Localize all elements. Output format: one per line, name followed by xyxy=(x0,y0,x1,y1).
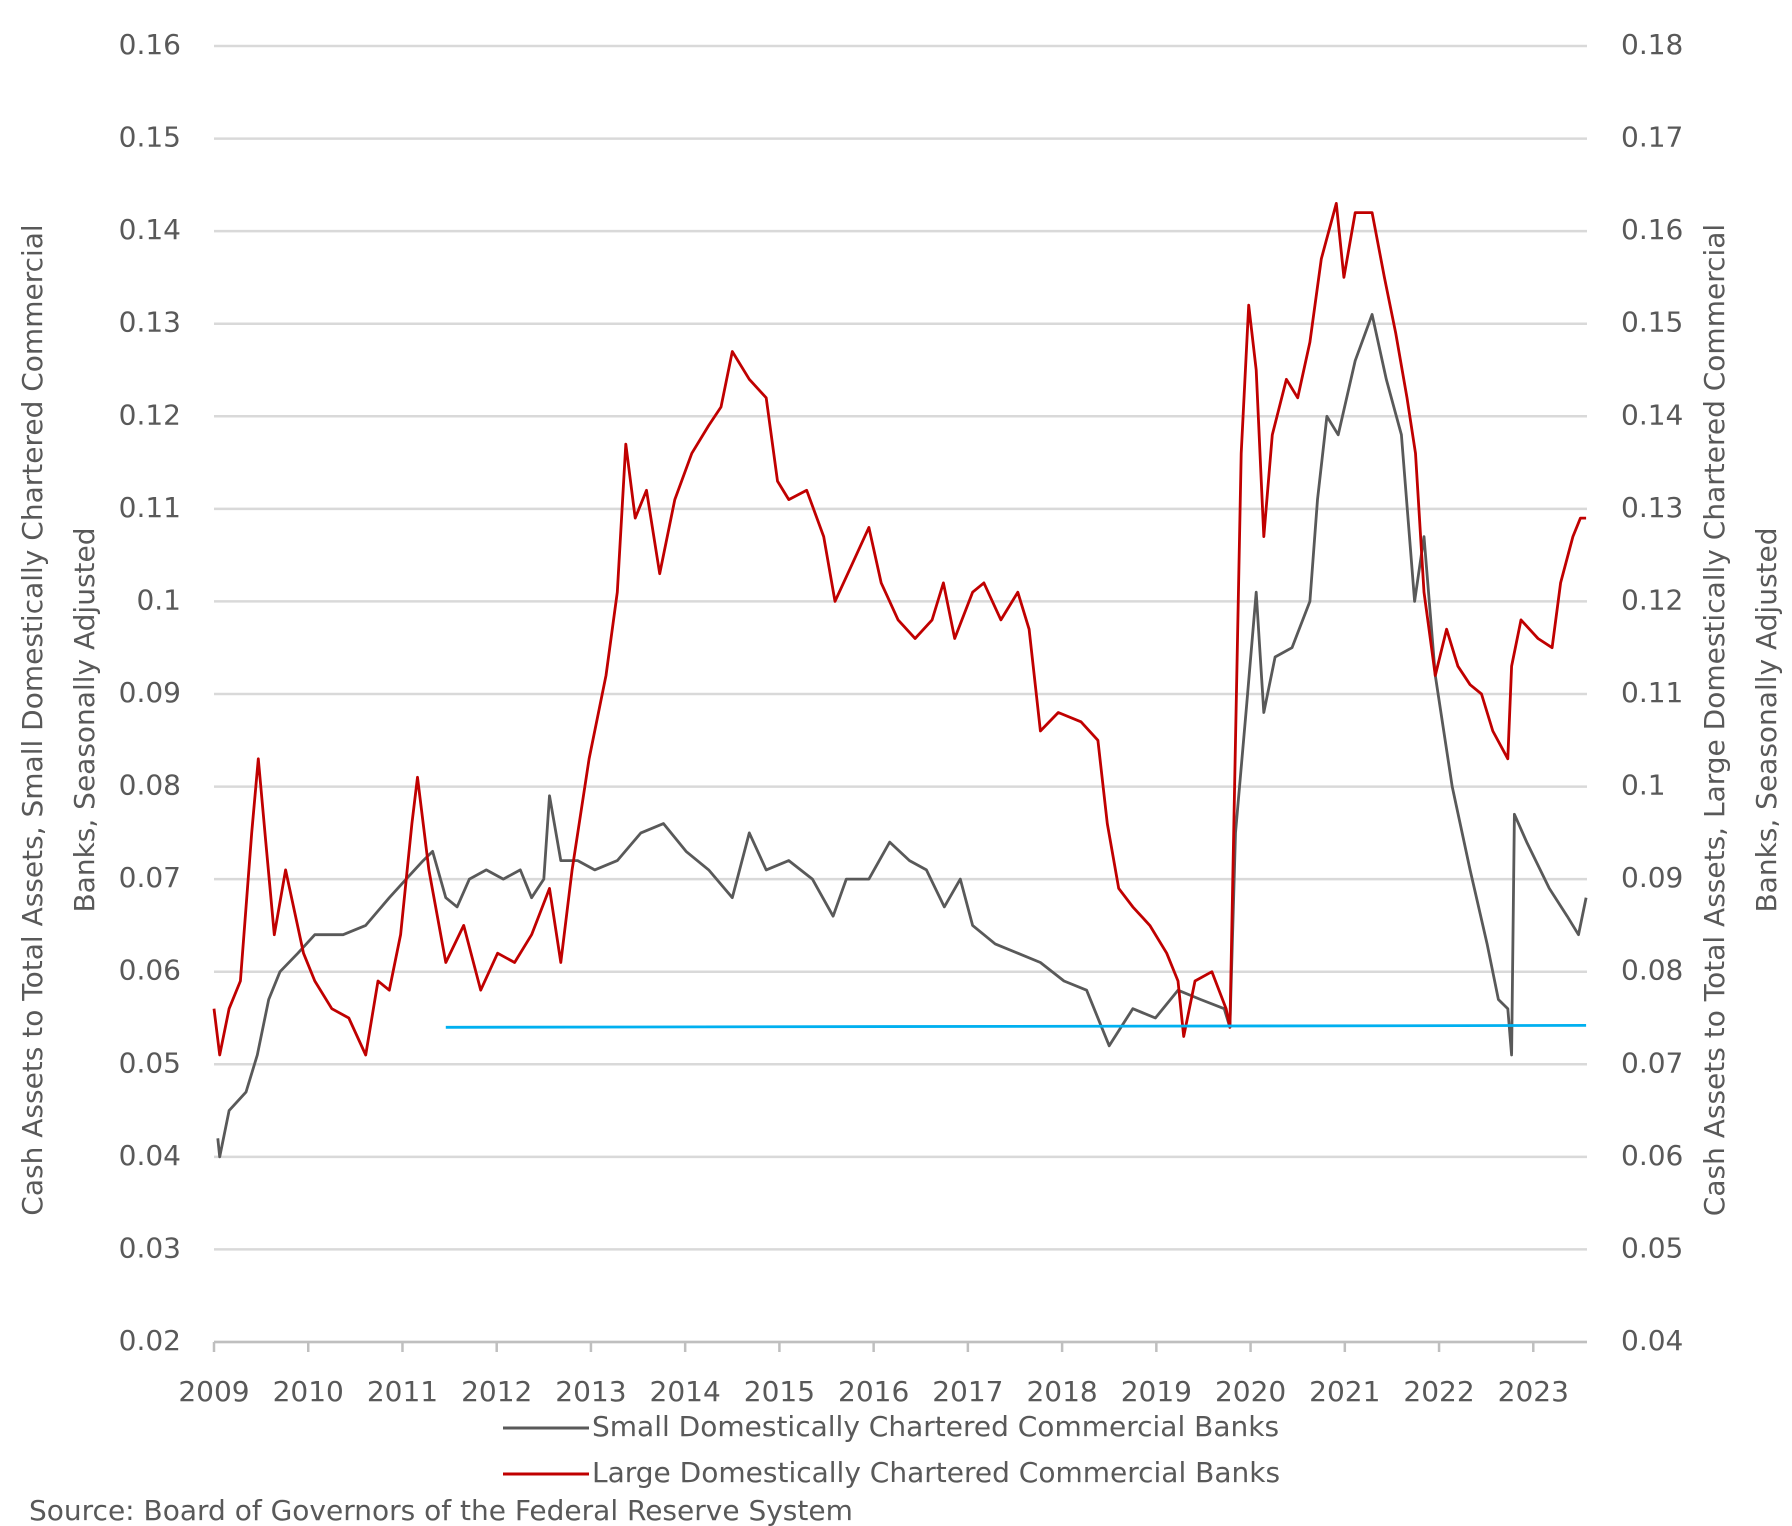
series-line xyxy=(445,1024,1587,1029)
y-axis-title: Banks, Seasonally Adjusted xyxy=(68,527,101,912)
x-tick-label: 2019 xyxy=(1121,1375,1192,1408)
legend-label: Large Domestically Chartered Commercial … xyxy=(592,1456,1280,1489)
source-note: Source: Board of Governors of the Federa… xyxy=(29,1494,853,1526)
x-tick-label: 2022 xyxy=(1403,1375,1474,1408)
y-tick-label: 0.11 xyxy=(119,491,181,524)
y2-tick-label: 0.04 xyxy=(1621,1324,1683,1357)
y2-axis-title: Banks, Seasonally Adjusted xyxy=(1750,527,1783,912)
y2-tick-label: 0.07 xyxy=(1621,1046,1683,1079)
y2-tick-label: 0.17 xyxy=(1621,121,1683,154)
x-tick-label: 2018 xyxy=(1026,1375,1097,1408)
x-tick-label: 2021 xyxy=(1309,1375,1380,1408)
y2-tick-label: 0.05 xyxy=(1621,1231,1683,1264)
x-tick-label: 2010 xyxy=(273,1375,344,1408)
y-tick-label: 0.07 xyxy=(119,861,181,894)
y2-tick-label: 0.12 xyxy=(1621,583,1683,616)
y2-tick-label: 0.1 xyxy=(1621,769,1666,802)
series-line xyxy=(212,202,1587,1057)
x-tick-label: 2015 xyxy=(744,1375,815,1408)
x-tick-label: 2016 xyxy=(838,1375,909,1408)
y-tick-label: 0.04 xyxy=(119,1139,181,1172)
y-tick-label: 0.13 xyxy=(119,306,181,339)
y-tick-label: 0.03 xyxy=(119,1231,181,1264)
y2-tick-label: 0.06 xyxy=(1621,1139,1683,1172)
x-tick-label: 2009 xyxy=(178,1375,249,1408)
y2-tick-label: 0.14 xyxy=(1621,398,1683,431)
y2-tick-label: 0.11 xyxy=(1621,676,1683,709)
x-tick-label: 2012 xyxy=(461,1375,532,1408)
x-tick-label: 2017 xyxy=(932,1375,1003,1408)
x-tick-label: 2023 xyxy=(1498,1375,1569,1408)
y2-axis-title: Cash Assets to Total Assets, Large Domes… xyxy=(1698,224,1731,1216)
x-tick-label: 2011 xyxy=(367,1375,438,1408)
series-line xyxy=(216,313,1588,1159)
y-axis-title: Cash Assets to Total Assets, Small Domes… xyxy=(16,224,49,1215)
x-tick-label: 2014 xyxy=(650,1375,721,1408)
y-tick-label: 0.16 xyxy=(119,28,181,61)
y-tick-label: 0.1 xyxy=(136,583,181,616)
y-tick-label: 0.14 xyxy=(119,213,181,246)
y2-tick-label: 0.18 xyxy=(1621,28,1683,61)
y-tick-label: 0.09 xyxy=(119,676,181,709)
y2-tick-label: 0.08 xyxy=(1621,954,1683,987)
y2-tick-label: 0.15 xyxy=(1621,306,1683,339)
y2-tick-label: 0.09 xyxy=(1621,861,1683,894)
y2-tick-label: 0.16 xyxy=(1621,213,1683,246)
y-tick-label: 0.02 xyxy=(119,1324,181,1357)
legend-label: Small Domestically Chartered Commercial … xyxy=(592,1410,1279,1443)
x-tick-label: 2013 xyxy=(555,1375,626,1408)
y-tick-label: 0.08 xyxy=(119,769,181,802)
y-tick-label: 0.05 xyxy=(119,1046,181,1079)
y2-tick-label: 0.13 xyxy=(1621,491,1683,524)
y-tick-label: 0.15 xyxy=(119,121,181,154)
y-tick-label: 0.06 xyxy=(119,954,181,987)
x-tick-label: 2020 xyxy=(1215,1375,1286,1408)
y-tick-label: 0.12 xyxy=(119,398,181,431)
